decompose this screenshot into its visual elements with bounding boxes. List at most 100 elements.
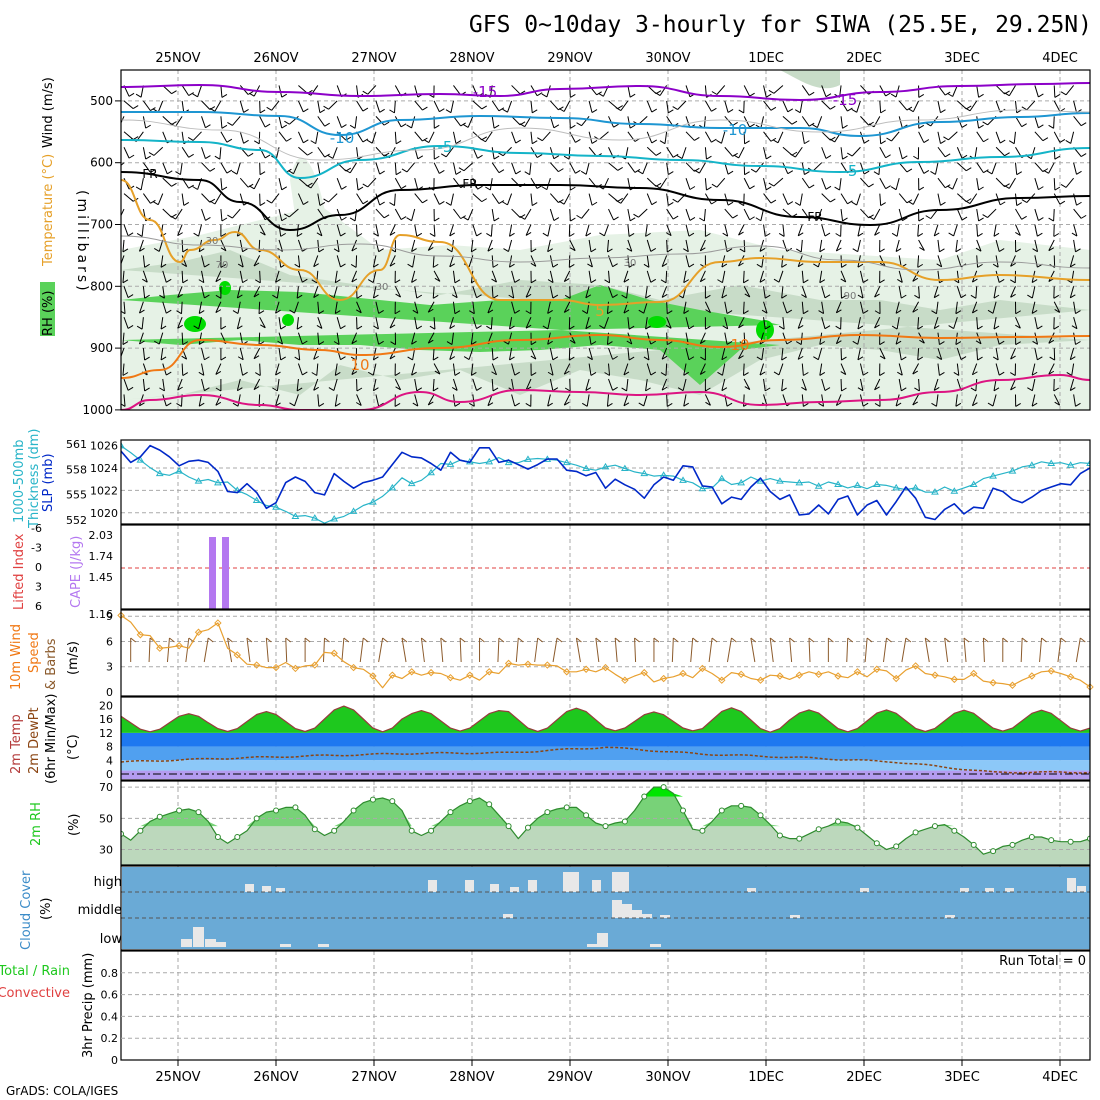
wind-barb-flag	[1076, 170, 1082, 175]
wind-barb	[937, 347, 943, 360]
wind-barb-flag	[1070, 356, 1076, 361]
wind-barb	[895, 394, 900, 407]
wind-barb-flag	[612, 263, 618, 268]
wind-barb-flag	[259, 202, 266, 207]
wind-barb	[468, 255, 474, 267]
wind-barb-flag	[983, 138, 989, 143]
wind-barb	[490, 224, 493, 237]
pressure-axis-label: (millibars)	[74, 190, 90, 294]
wind-barb	[1073, 332, 1076, 345]
top-date-label-2: 27NOV	[351, 51, 396, 66]
wind-barb-flag	[667, 248, 673, 253]
wind10-barb-flag	[401, 637, 408, 643]
wind-barb-flag	[373, 387, 379, 392]
wind-barb-flag	[553, 217, 560, 221]
wind-barb-flag	[623, 278, 630, 283]
contour-label: 70	[216, 260, 229, 271]
wind-barb	[452, 363, 456, 376]
cloud-high-bar	[985, 888, 994, 892]
wind-barb	[1069, 286, 1075, 298]
wind-barb	[743, 85, 751, 97]
wind-barb-flag	[570, 186, 576, 191]
wind-barb-flag	[502, 108, 508, 113]
wind-barb-flag	[804, 171, 810, 175]
wind-barb-flag	[1054, 401, 1060, 406]
precip-label-1: Total / Rain	[0, 964, 70, 979]
thickness-point	[834, 480, 842, 488]
wind-barb-flag	[432, 263, 439, 268]
wind-barb-flag	[700, 247, 706, 252]
wind10-barb-flag	[1041, 637, 1047, 643]
wind-barb	[1031, 286, 1036, 299]
wind-barb	[511, 286, 515, 299]
wind-barb-flag	[176, 310, 182, 315]
wind-barb	[123, 147, 130, 159]
wind-barb	[508, 239, 513, 252]
wind-barb	[294, 301, 299, 314]
wind-barb-flag	[1060, 184, 1067, 188]
wind-barb	[738, 316, 745, 329]
wind-barb-flag	[476, 294, 482, 299]
wind-barb-flag	[733, 154, 739, 159]
wind10-point	[272, 663, 280, 672]
wind-barb-flag	[931, 402, 937, 407]
wind-barb-flag	[356, 325, 363, 330]
wind-barb-flag	[476, 232, 482, 237]
contour-label: 30	[206, 236, 219, 247]
wind-barb-flag	[328, 294, 335, 299]
wind-barb-flag	[727, 170, 734, 175]
wind-barb	[139, 301, 144, 314]
wind-barb	[356, 178, 359, 191]
wind-barb	[1008, 177, 1016, 189]
wind-barb	[898, 193, 908, 204]
wind-barb	[685, 116, 691, 128]
wind-barb	[957, 193, 967, 203]
wind-barb-flag	[280, 356, 286, 361]
wind-barb-flag	[166, 371, 172, 376]
wind-barb	[371, 131, 377, 144]
cape-bar-0	[209, 537, 216, 609]
wind-barb	[470, 332, 474, 345]
wind10-barb	[378, 637, 384, 663]
wind-barb	[525, 224, 532, 236]
wind-barb-flag	[585, 325, 592, 330]
thickness-label-2: Thickness (dm)	[27, 429, 42, 529]
wind-barb-flag	[1080, 122, 1087, 127]
thickness-point	[1066, 461, 1075, 468]
wind10-barb-flag	[614, 637, 621, 643]
wind-barb	[394, 378, 402, 391]
wind-barb	[724, 317, 729, 329]
wind-barb-flag	[930, 171, 936, 175]
cloud-high-bar	[245, 884, 254, 892]
wind-barb	[525, 316, 532, 329]
wind-barb	[704, 394, 711, 406]
wind-barb	[956, 255, 962, 267]
wind10-point	[563, 668, 571, 676]
wind-barb-flag	[531, 109, 538, 114]
wind-barb-flag	[531, 202, 538, 206]
wind-barb-flag	[943, 136, 949, 141]
wind-barb	[777, 131, 784, 143]
wind-barb	[743, 378, 751, 390]
rh2m-point	[680, 807, 687, 814]
wind-barb	[123, 100, 134, 109]
wind-barb-flag	[628, 263, 635, 268]
wind10-barb-flag	[227, 637, 233, 643]
wind-barb	[432, 255, 435, 268]
wind-barb	[502, 146, 512, 157]
wind-barb-flag	[607, 310, 613, 315]
wind-barb-flag	[891, 325, 898, 330]
rh2m-point	[718, 807, 725, 814]
wind-barb	[860, 208, 869, 219]
wind-barb	[588, 100, 593, 113]
wind-barb	[860, 116, 869, 126]
wind-barb	[763, 224, 766, 237]
wind-barb	[351, 332, 358, 344]
wind-barb-flag	[481, 105, 488, 110]
wind-barb	[297, 255, 301, 268]
wind-barb	[898, 286, 902, 299]
cloud-low-bar	[181, 939, 192, 947]
wind-barb-flag	[145, 124, 151, 129]
wind-barb	[721, 270, 726, 283]
wind-barb-flag	[765, 155, 772, 160]
